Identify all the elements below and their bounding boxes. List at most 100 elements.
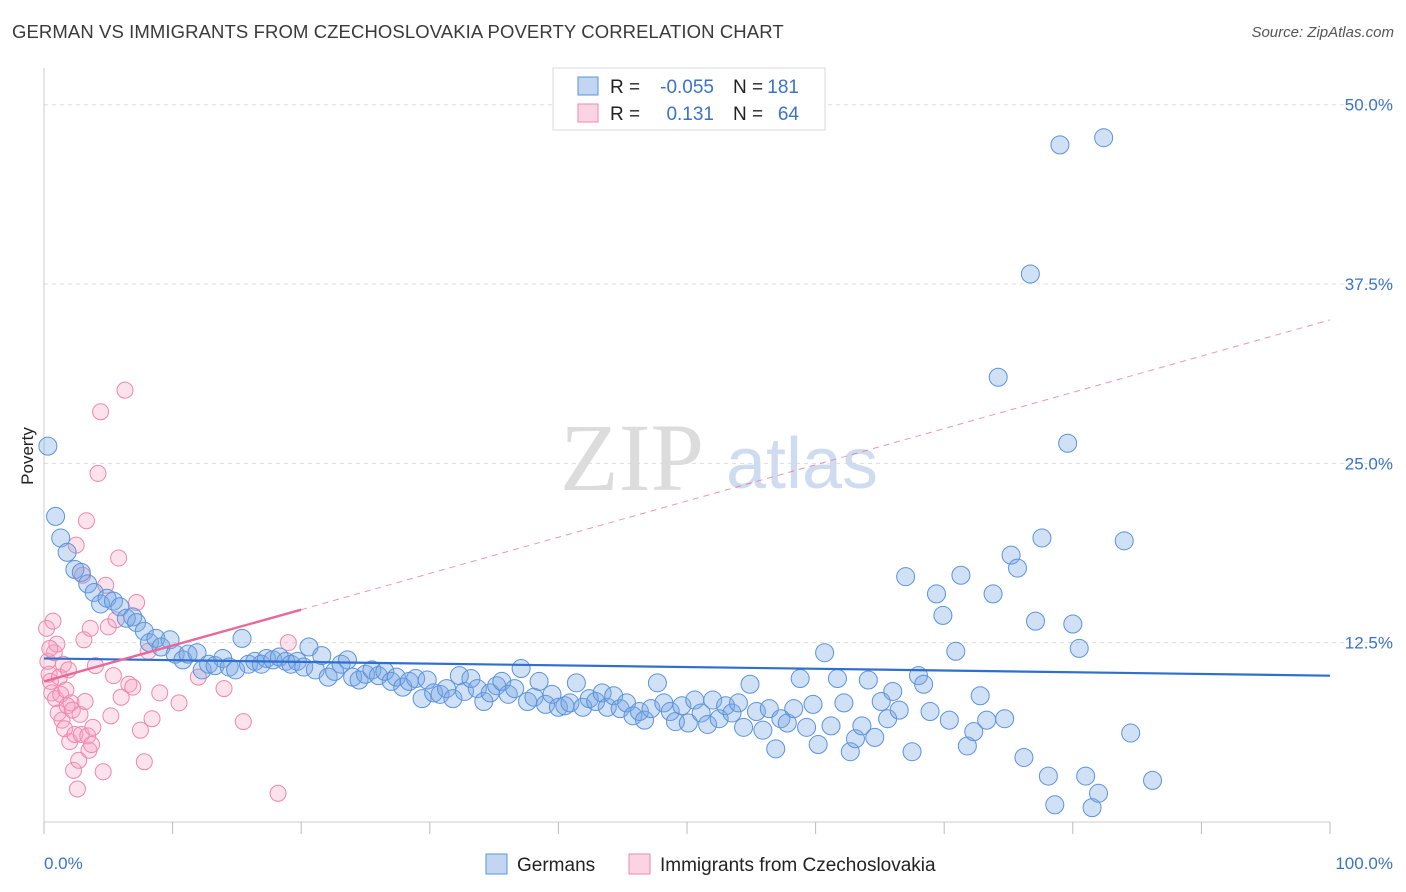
data-point-germans <box>995 709 1015 729</box>
y-tick-label: 25.0% <box>1345 454 1393 473</box>
data-point-germans <box>821 716 841 736</box>
data-point-germans <box>883 681 903 701</box>
legend-r-value-immigrants: 0.131 <box>666 104 714 125</box>
data-point-immigrants <box>110 549 128 567</box>
y-tick-labels: 12.5% 25.0% 37.5% 50.0% <box>1345 96 1393 653</box>
trend-line-immigrants-extended <box>301 319 1331 611</box>
data-point-germans <box>946 641 966 661</box>
data-point-germans <box>728 693 748 713</box>
data-point-germans <box>1076 766 1096 786</box>
data-point-germans <box>1121 723 1141 743</box>
data-point-immigrants <box>234 713 252 731</box>
data-point-germans <box>51 528 71 548</box>
data-point-germans <box>386 667 406 687</box>
data-point-germans <box>808 735 828 755</box>
data-point-germans <box>766 739 786 759</box>
trend-lines <box>43 319 1331 683</box>
data-point-immigrants <box>71 705 89 723</box>
data-point-immigrants <box>116 381 134 399</box>
data-point-germans <box>784 699 804 719</box>
data-point-immigrants <box>128 594 146 612</box>
data-point-germans <box>548 697 568 717</box>
legend-bottom: Germans Immigrants from Czechoslovakia <box>485 853 936 876</box>
data-point-germans <box>1008 558 1028 578</box>
data-point-immigrants <box>279 634 297 652</box>
data-point-immigrants <box>81 619 99 637</box>
data-point-germans <box>1143 770 1163 790</box>
data-point-immigrants <box>112 688 130 706</box>
data-point-germans <box>511 658 531 678</box>
data-point-germans <box>1089 783 1109 803</box>
data-point-immigrants <box>92 403 110 421</box>
data-point-germans <box>1038 766 1058 786</box>
data-point-germans <box>698 714 718 734</box>
data-point-germans <box>957 736 977 756</box>
data-point-germans <box>1032 528 1052 548</box>
data-point-immigrants <box>135 753 153 771</box>
legend-n-label-immigrants: N = <box>733 104 763 125</box>
data-point-germans <box>1014 747 1034 767</box>
data-point-germans <box>815 643 835 663</box>
data-point-immigrants <box>62 694 80 712</box>
data-point-germans <box>740 674 760 694</box>
data-point-germans <box>858 670 878 690</box>
data-point-immigrants <box>269 784 287 802</box>
data-point-germans <box>635 710 655 730</box>
data-point-germans <box>1045 795 1065 815</box>
data-point-germans <box>116 608 136 628</box>
watermark: ZIP atlas <box>560 404 878 511</box>
data-point-germans <box>1094 128 1114 148</box>
y-tick-label: 50.0% <box>1345 96 1393 115</box>
data-point-germans <box>939 710 959 730</box>
data-point-immigrants <box>44 612 62 630</box>
data-point-germans <box>461 669 481 689</box>
chart-title: GERMAN VS IMMIGRANTS FROM CZECHOSLOVAKIA… <box>12 21 784 42</box>
legend-n-value-germans: 181 <box>767 77 799 98</box>
data-point-germans <box>852 716 872 736</box>
y-axis-label: Poverty <box>18 427 37 485</box>
x-tick-label-min: 0.0% <box>44 854 83 873</box>
data-point-germans <box>660 702 680 722</box>
data-point-germans <box>1058 433 1078 453</box>
data-point-immigrants <box>143 710 161 728</box>
legend-n-label-germans: N = <box>733 77 763 98</box>
data-point-germans <box>232 628 252 648</box>
data-point-germans <box>1026 611 1046 631</box>
legend-bottom-label-immigrants: Immigrants from Czechoslovakia <box>660 855 936 876</box>
data-point-germans <box>337 650 357 670</box>
data-point-immigrants <box>79 727 97 745</box>
data-point-immigrants <box>84 718 102 736</box>
data-point-immigrants <box>124 678 142 696</box>
data-point-germans <box>566 673 586 693</box>
data-point-germans <box>777 713 797 733</box>
data-point-germans <box>734 717 754 737</box>
data-point-germans <box>983 584 1003 604</box>
data-point-immigrants <box>102 707 120 725</box>
data-point-germans <box>827 669 847 689</box>
data-point-immigrants <box>189 668 207 686</box>
legend-swatch-immigrants <box>577 103 599 123</box>
data-point-germans <box>977 710 997 730</box>
data-point-germans <box>312 646 332 666</box>
data-point-germans <box>988 367 1008 387</box>
legend-bottom-swatch-immigrants <box>628 853 651 875</box>
data-point-immigrants <box>76 692 94 710</box>
data-point-immigrants <box>83 736 101 754</box>
data-point-germans <box>889 700 909 720</box>
data-point-germans <box>505 679 525 699</box>
data-point-immigrants <box>131 721 149 739</box>
legend-r-label-germans: R = <box>610 77 640 98</box>
data-point-germans <box>1082 798 1102 818</box>
data-point-immigrants <box>77 512 95 530</box>
data-point-germans <box>412 689 432 709</box>
data-point-immigrants <box>41 639 59 657</box>
grid-lines <box>44 104 1394 644</box>
x-tick-labels: 0.0% 100.0% <box>44 854 1393 873</box>
legend-r-value-germans: -0.055 <box>660 77 714 98</box>
y-tick-label: 37.5% <box>1345 275 1393 294</box>
legend-bottom-swatch-germans <box>485 853 508 875</box>
chart-source: Source: ZipAtlas.com <box>1251 24 1394 41</box>
data-point-germans <box>57 542 77 562</box>
data-point-germans <box>797 717 817 737</box>
